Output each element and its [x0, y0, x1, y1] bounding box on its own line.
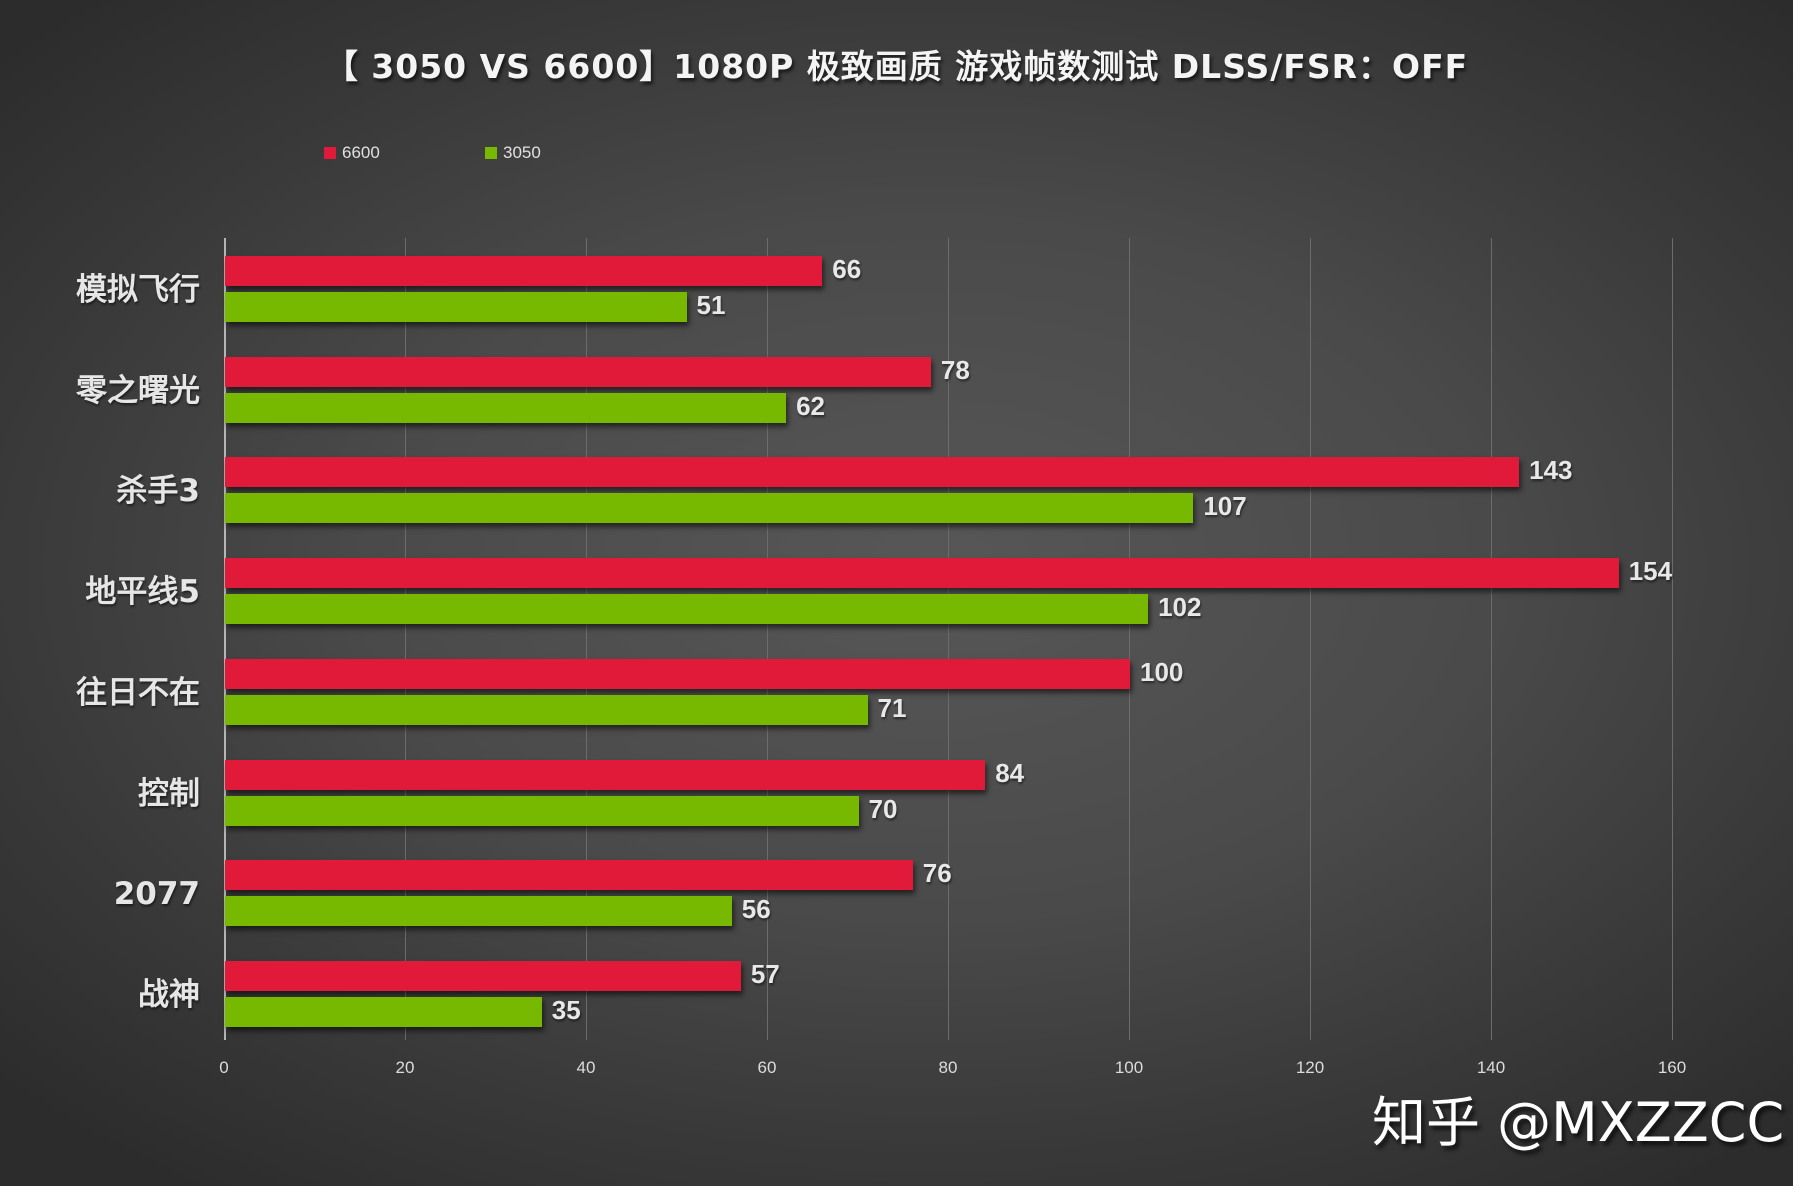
bar-6600: [225, 558, 1619, 589]
bar-value-label: 76: [922, 858, 952, 889]
legend-label: 6600: [342, 143, 380, 162]
bar-3050: [225, 795, 859, 826]
gridline: [767, 238, 768, 1040]
category-label: 战神: [138, 976, 200, 1013]
bar-6600: [225, 356, 931, 387]
bar-3050: [225, 896, 732, 927]
bar-6600: [225, 256, 823, 286]
bar-group: 杀手3 143 107: [116, 455, 1672, 529]
gridline: [948, 238, 949, 1040]
bar-value-label: 35: [551, 994, 581, 1025]
bar-group: 往日不在 100 71: [76, 656, 1672, 731]
legend-item-3050: 3050: [485, 143, 541, 163]
bar-group: 控制 84 70: [138, 757, 1672, 832]
gridline: [586, 238, 587, 1040]
gridline: [1129, 238, 1130, 1040]
bar-group: 2077 76 56: [114, 858, 1672, 932]
watermark: 知乎 @MXZZCC: [1372, 1091, 1785, 1154]
bar-value-label: 78: [940, 354, 970, 385]
bar-3050: [225, 694, 868, 725]
legend-label: 3050: [503, 143, 541, 162]
bar-value-label: 51: [696, 290, 726, 320]
bar-6600: [225, 457, 1520, 488]
bar-6600: [225, 759, 986, 790]
bar-value-label: 66: [832, 254, 862, 284]
bar-value-label: 100: [1140, 656, 1184, 687]
bar-group: 地平线5 154 102: [85, 556, 1673, 630]
bar-value-label: 56: [741, 894, 771, 925]
bar-value-label: 107: [1203, 491, 1247, 522]
bar-value-label: 57: [750, 958, 780, 989]
legend-swatch-red-icon: [324, 147, 336, 159]
y-axis-line: [224, 238, 226, 1040]
bar-6600: [225, 658, 1130, 689]
legend-swatch-green-icon: [485, 147, 497, 159]
x-tick-label: 40: [576, 1058, 596, 1077]
bar-3050: [225, 594, 1149, 625]
bar-value-label: 143: [1529, 455, 1573, 486]
bar-group: 零之曙光 78 62: [76, 354, 1672, 429]
bar-value-label: 102: [1158, 592, 1202, 623]
bar-3050: [225, 292, 687, 322]
legend-item-6600: 6600: [324, 143, 380, 163]
category-label: 控制: [138, 775, 200, 812]
bar-value-label: 62: [796, 390, 826, 421]
category-label: 模拟飞行: [76, 272, 200, 308]
bar-3050: [225, 996, 542, 1027]
bar-3050: [225, 392, 787, 423]
category-label: 地平线5: [85, 574, 200, 611]
gridline: [1491, 238, 1492, 1040]
bar-value-label: 154: [1628, 556, 1673, 587]
bar-group: 模拟飞行 66 51: [76, 254, 1672, 328]
bar-value-label: 70: [868, 793, 898, 824]
x-tick-label: 120: [1295, 1058, 1325, 1077]
gridline: [405, 238, 406, 1040]
x-tick-label: 160: [1657, 1058, 1687, 1077]
gridline: [1310, 238, 1311, 1040]
chart-title: 【 3050 VS 6600】1080P 极致画质 游戏帧数测试 DLSS/FS…: [324, 47, 1469, 86]
category-label: 往日不在: [76, 674, 200, 711]
category-label: 零之曙光: [76, 372, 200, 409]
bar-3050: [225, 493, 1194, 524]
bar-6600: [225, 860, 913, 891]
bar-value-label: 84: [995, 757, 1025, 788]
bar-6600: [225, 960, 741, 991]
category-label: 杀手3: [116, 473, 200, 510]
x-tick-label: 80: [938, 1058, 958, 1077]
x-tick-label: 140: [1476, 1058, 1506, 1077]
category-label: 2077: [113, 876, 200, 913]
bar-value-label: 71: [877, 692, 907, 723]
bar-group: 战神 57 35: [138, 958, 1672, 1033]
x-tick-label: 100: [1114, 1058, 1144, 1077]
x-tick-label: 60: [757, 1058, 777, 1077]
x-tick-label: 0: [219, 1058, 229, 1077]
x-tick-label: 20: [395, 1058, 415, 1077]
gridline: [1672, 238, 1673, 1040]
plot-area: 0 20 40 60 80 100 120 140 160 模拟飞行 66 51 零之曙光 78 62 杀手3…: [76, 238, 1686, 1077]
